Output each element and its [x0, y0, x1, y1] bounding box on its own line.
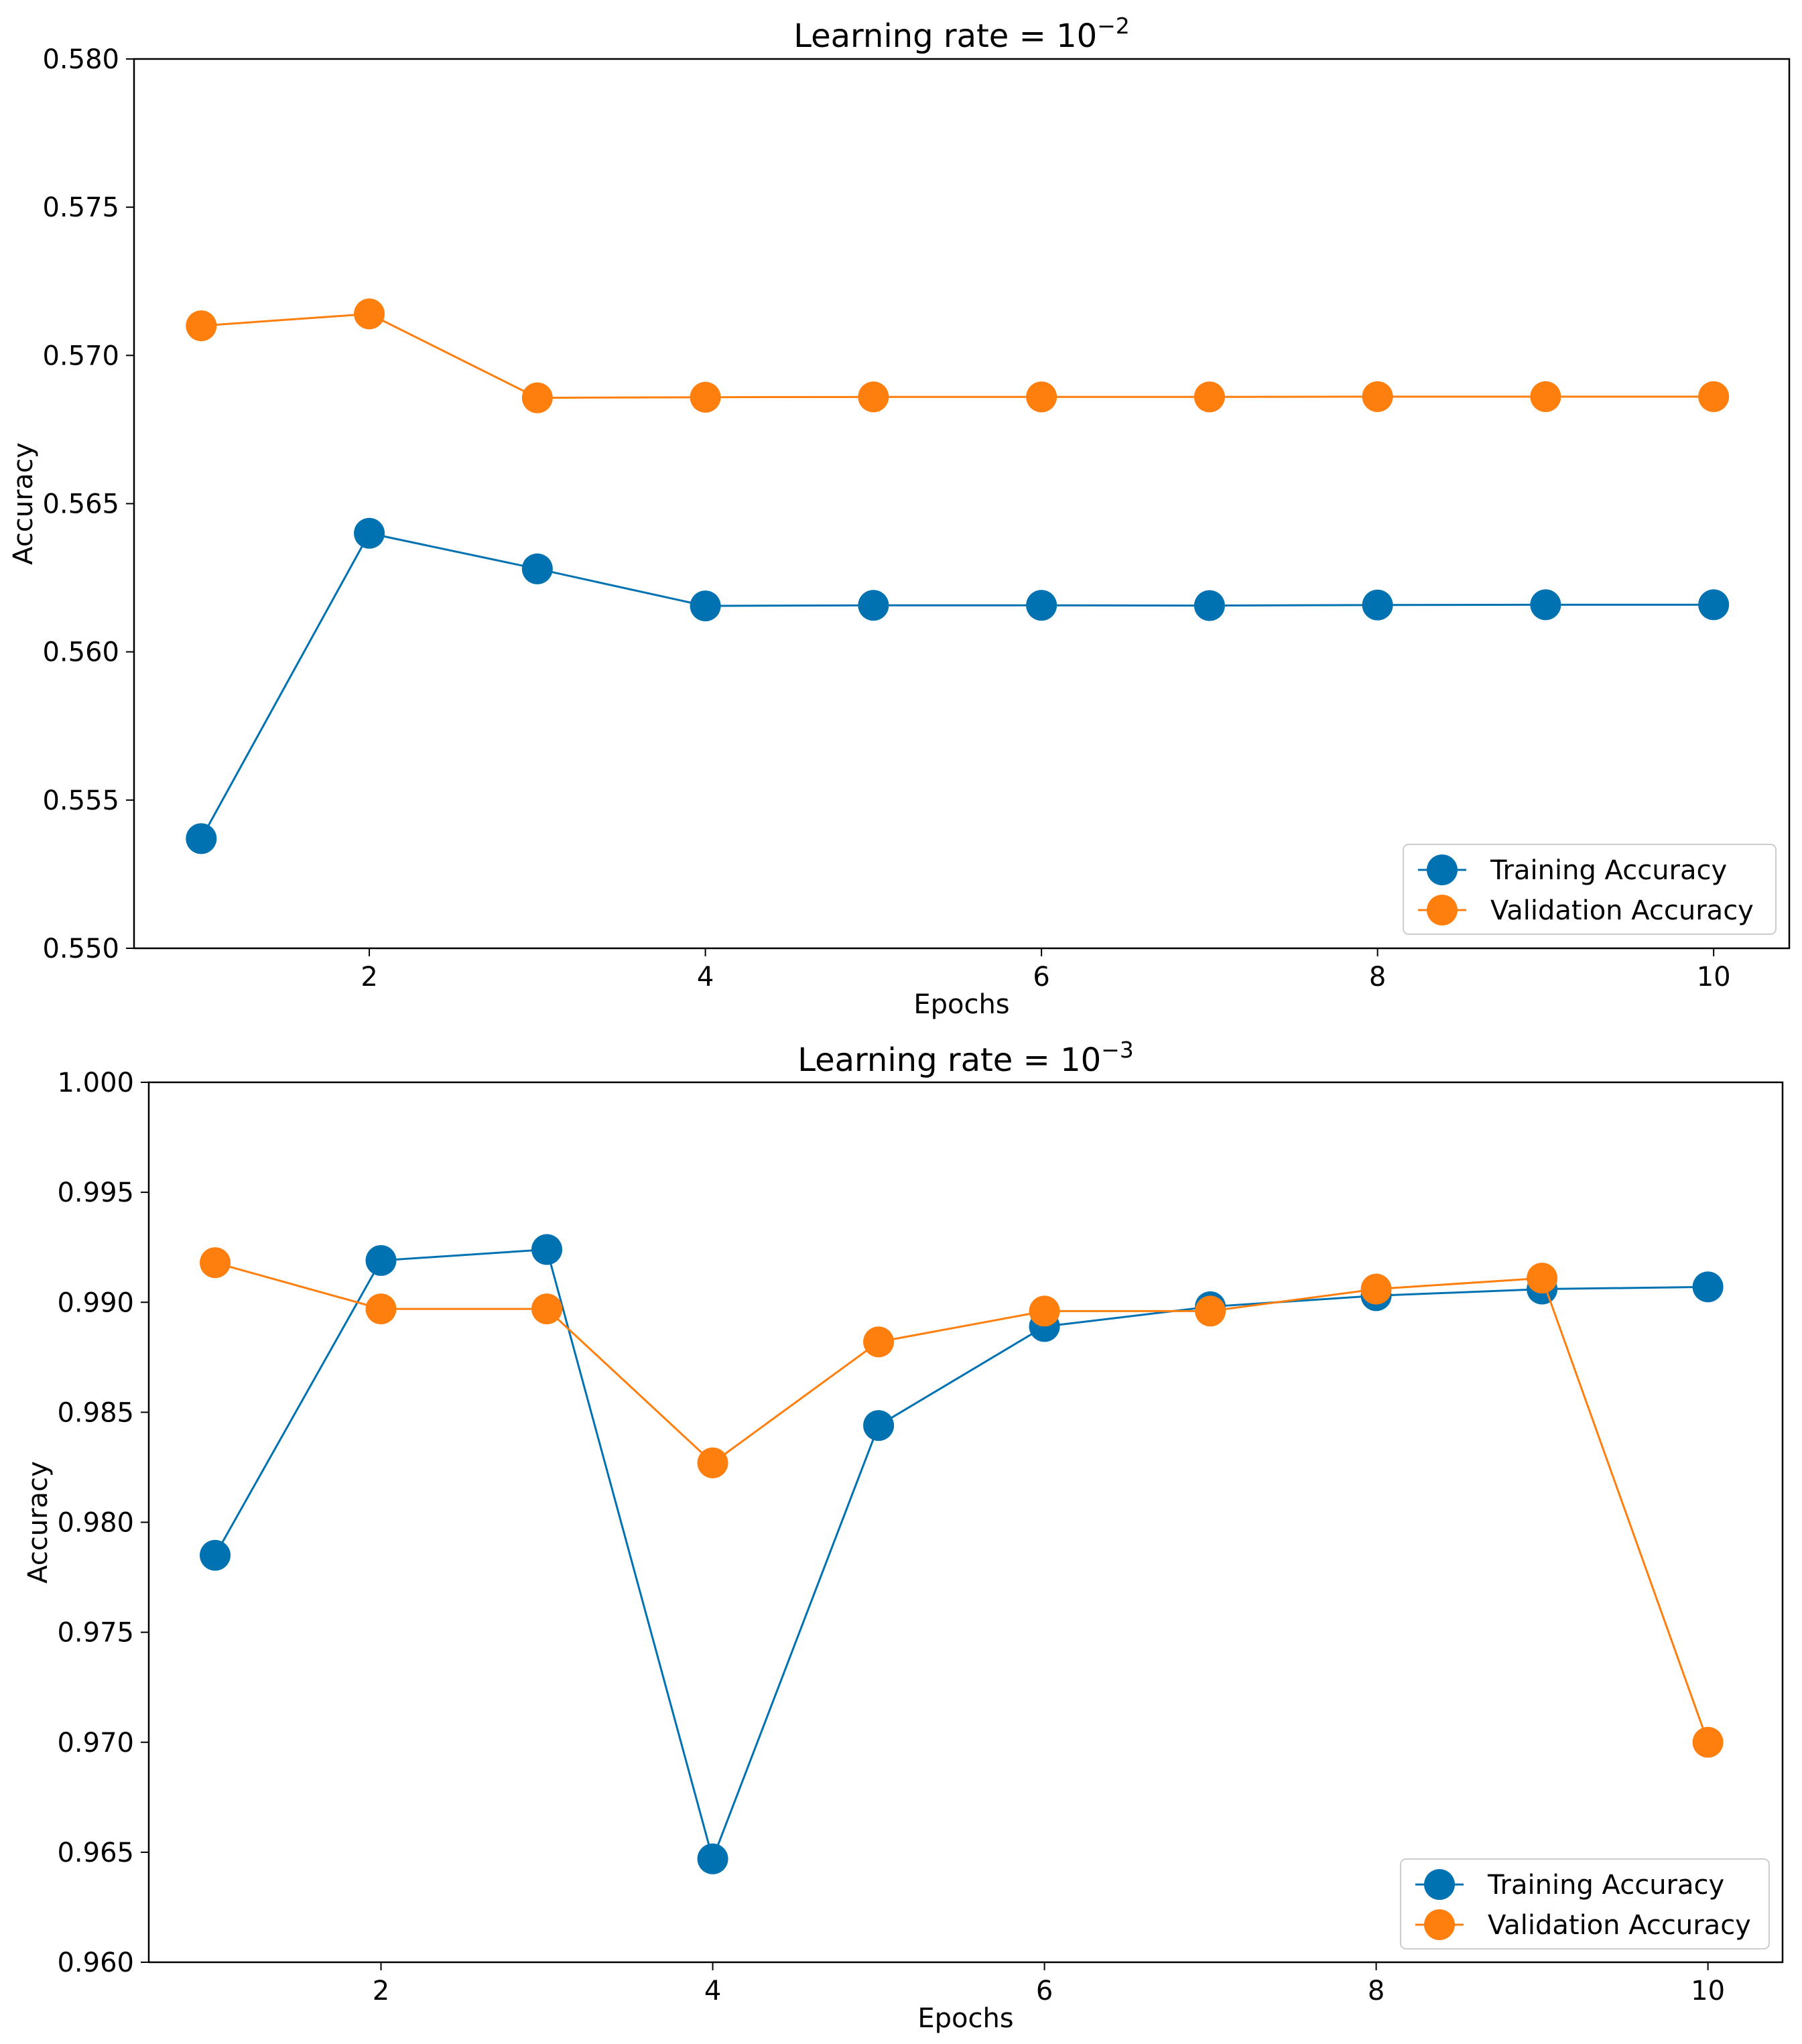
chart-title-prefix: Learning rate = 10	[793, 17, 1097, 55]
y-tick-label: 0.575	[42, 192, 119, 223]
x-tick-label: 2	[361, 962, 377, 993]
legend-marker-training	[1424, 1869, 1455, 1900]
legend-label-validation: Validation Accuracy	[1490, 895, 1754, 926]
chart-2: Learning rate = 10−3 2 4 6 8 10 0.960 0.965 0.97…	[23, 1037, 1784, 2034]
validation-point-epoch-9	[1527, 1263, 1558, 1294]
x-tick-label: 8	[1369, 962, 1386, 993]
legend: Training Accuracy Validation Accuracy	[1403, 844, 1777, 935]
training-point-epoch-1	[200, 1539, 231, 1571]
series-line-validation	[201, 312, 1714, 399]
validation-point-epoch-4	[697, 1447, 728, 1478]
chart-title-exponent: −2	[1097, 13, 1130, 39]
training-point-epoch-6	[1026, 590, 1057, 621]
x-tick-label: 2	[373, 1976, 389, 2006]
training-point-epoch-4	[690, 590, 721, 622]
legend-label-training: Training Accuracy	[1487, 1870, 1724, 1901]
validation-point-epoch-8	[1362, 381, 1393, 412]
validation-point-epoch-2	[354, 298, 385, 330]
y-tick-label: 0.565	[42, 489, 119, 520]
y-tick-label: 0.555	[42, 785, 119, 816]
legend-box	[1403, 844, 1777, 935]
chart-title: Learning rate = 10−3	[797, 1037, 1134, 1079]
chart-title-prefix: Learning rate = 10	[797, 1041, 1101, 1079]
x-tick-label: 8	[1368, 1976, 1385, 2006]
y-tick-label: 0.980	[57, 1508, 134, 1539]
validation-point-epoch-6	[1029, 1295, 1060, 1327]
training-point-epoch-5	[858, 590, 889, 621]
x-tick-label: 10	[1691, 1976, 1725, 2006]
y-axis-label: Accuracy	[23, 1461, 54, 1584]
chart-1: Learning rate = 10−2 2 4 6 8 10 0.550 0.555 0.56…	[8, 13, 1791, 1020]
x-tick-label: 10	[1697, 962, 1731, 993]
validation-point-epoch-9	[1530, 381, 1561, 412]
y-tick-label: 0.560	[42, 637, 119, 668]
validation-point-epoch-3	[521, 382, 553, 413]
x-tick-label: 6	[1036, 1976, 1053, 2006]
training-point-epoch-2	[365, 1244, 397, 1276]
validation-point-epoch-1	[186, 310, 217, 342]
validation-point-epoch-7	[1194, 381, 1225, 413]
validation-point-epoch-2	[365, 1293, 397, 1325]
training-point-epoch-5	[863, 1410, 895, 1442]
validation-point-epoch-5	[858, 381, 889, 413]
x-tick-label: 4	[704, 1976, 721, 2006]
y-tick-label: 0.995	[57, 1177, 134, 1208]
training-point-epoch-10	[1692, 1271, 1724, 1303]
y-tick-label: 0.985	[57, 1397, 134, 1428]
training-point-epoch-1	[186, 823, 217, 854]
y-tick-label: 0.580	[42, 44, 119, 75]
validation-point-epoch-5	[863, 1326, 895, 1358]
training-point-epoch-8	[1362, 589, 1393, 621]
plot-frame	[133, 58, 1791, 950]
validation-point-epoch-7	[1195, 1295, 1226, 1327]
x-tick-label: 6	[1033, 962, 1049, 993]
validation-point-epoch-10	[1692, 1726, 1724, 1758]
legend-box	[1400, 1858, 1770, 1950]
training-point-epoch-3	[521, 553, 553, 584]
training-point-epoch-4	[697, 1843, 728, 1874]
validation-point-epoch-3	[531, 1293, 563, 1325]
training-point-epoch-2	[354, 517, 385, 549]
legend-marker-validation	[1427, 895, 1458, 925]
x-axis-label: Epochs	[917, 2003, 1013, 2034]
validation-point-epoch-4	[690, 381, 721, 413]
x-tick-label: 4	[697, 962, 714, 993]
legend-marker-validation	[1424, 1909, 1455, 1940]
chart-title-exponent: −3	[1101, 1037, 1134, 1063]
y-tick-label: 0.970	[57, 1728, 134, 1759]
validation-point-epoch-10	[1698, 381, 1730, 412]
y-tick-label: 0.570	[42, 340, 119, 371]
validation-point-epoch-6	[1026, 381, 1057, 413]
legend: Training Accuracy Validation Accuracy	[1400, 1858, 1770, 1950]
series-line-training	[214, 1248, 1708, 1862]
training-point-epoch-9	[1530, 589, 1561, 621]
training-point-epoch-3	[531, 1234, 563, 1265]
x-axis-label: Epochs	[913, 989, 1009, 1020]
training-point-epoch-10	[1698, 589, 1730, 621]
training-point-epoch-7	[1194, 590, 1225, 621]
y-tick-label: 0.550	[42, 934, 119, 964]
legend-marker-training	[1427, 854, 1458, 885]
chart-title: Learning rate = 10−2	[793, 13, 1130, 55]
series-line-training	[200, 532, 1714, 840]
validation-point-epoch-1	[200, 1247, 231, 1279]
legend-label-training: Training Accuracy	[1490, 855, 1727, 886]
y-tick-label: 0.965	[57, 1838, 134, 1868]
y-tick-label: 1.000	[57, 1068, 134, 1098]
plot-frame	[147, 1081, 1784, 1964]
series-line-validation	[214, 1261, 1710, 1743]
y-tick-label: 0.975	[57, 1618, 134, 1649]
y-tick-label: 0.990	[57, 1287, 134, 1318]
legend-label-validation: Validation Accuracy	[1488, 1910, 1751, 1941]
y-axis-label: Accuracy	[8, 442, 39, 565]
validation-point-epoch-8	[1360, 1273, 1392, 1305]
y-tick-label: 0.960	[57, 1947, 134, 1978]
